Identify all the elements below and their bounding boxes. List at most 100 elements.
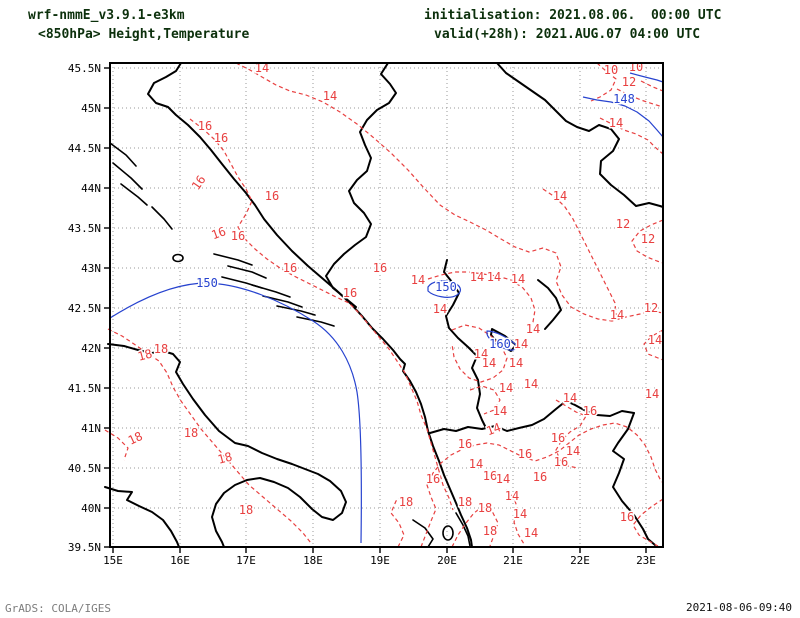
graticule xyxy=(110,63,663,547)
model-title: wrf-nmmE_v3.9.1-e3km xyxy=(28,8,185,23)
temperature-label: 18 xyxy=(216,450,234,467)
island-corfu xyxy=(442,525,454,541)
island xyxy=(172,253,184,263)
temperature-label: 18 xyxy=(136,347,154,364)
temperature-label: 14 xyxy=(524,377,538,391)
temperature-label: 16 xyxy=(551,431,565,445)
island xyxy=(227,265,267,279)
field-subtitle: <850hPa> Height,Temperature xyxy=(38,27,250,42)
temperature-label: 16 xyxy=(214,131,228,145)
temperature-label: 16 xyxy=(343,286,357,300)
grads-signature: GrADS: COLA/IGES xyxy=(5,602,111,615)
height-label: 150 xyxy=(196,276,218,290)
border-croatia-bosnia xyxy=(325,62,397,308)
lon-label: 20E xyxy=(437,554,457,567)
lon-label: 23E xyxy=(636,554,656,567)
temperature-label: 18 xyxy=(483,524,497,538)
temperature-label: 14 xyxy=(524,526,538,540)
lon-label: 18E xyxy=(303,554,323,567)
coastline-italy-west xyxy=(104,486,180,548)
lon-label: 16E xyxy=(170,554,190,567)
isotherm-14-south-b xyxy=(505,489,525,545)
lat-label: 44N xyxy=(81,182,101,195)
temperature-contours xyxy=(104,62,664,548)
lat-label: 41N xyxy=(81,422,101,435)
temperature-label: 18 xyxy=(399,495,413,509)
temperature-label: 14 xyxy=(648,333,662,347)
lat-label: 42.5N xyxy=(68,302,101,315)
lon-label: 19E xyxy=(370,554,390,567)
temperature-label: 18 xyxy=(239,503,253,517)
isotherm-18-south-a xyxy=(451,506,499,548)
lat-label: 43N xyxy=(81,262,101,275)
lat-label: 40N xyxy=(81,502,101,515)
temperature-label: 16 xyxy=(518,447,532,461)
temperature-label: 14 xyxy=(482,356,496,370)
lat-label: 45N xyxy=(81,102,101,115)
temperature-label: 14 xyxy=(487,270,501,284)
temperature-label: 18 xyxy=(126,429,145,448)
temperature-label: 14 xyxy=(526,322,540,336)
isotherm-12-east2 xyxy=(643,329,664,361)
island xyxy=(251,284,291,298)
temperature-label: 14 xyxy=(470,270,484,284)
temperature-label: 16 xyxy=(533,470,547,484)
temperature-label: 14 xyxy=(509,356,523,370)
map-frame xyxy=(109,62,664,548)
temperature-label: 16 xyxy=(231,229,245,243)
isotherm-14-center-b xyxy=(451,324,508,383)
lat-label: 43.5N xyxy=(68,222,101,235)
temperature-label: 16 xyxy=(265,189,279,203)
temperature-label: 14 xyxy=(484,420,502,438)
lat-label: 45.5N xyxy=(68,62,101,75)
temperature-label: 16 xyxy=(554,455,568,469)
temperature-label: 18 xyxy=(458,495,472,509)
temperature-label: 12 xyxy=(622,75,636,89)
isotherm-16-se xyxy=(632,498,664,547)
temperature-label: 12 xyxy=(641,232,655,246)
height-label: 150 xyxy=(435,280,457,294)
lon-label: 21E xyxy=(503,554,523,567)
lat-label: 42N xyxy=(81,342,101,355)
temperature-label: 16 xyxy=(198,119,212,133)
temperature-label: 14 xyxy=(469,457,483,471)
island xyxy=(276,305,316,316)
temperature-label: 16 xyxy=(283,261,297,275)
border-greece xyxy=(429,400,635,434)
temperature-label: 14 xyxy=(514,337,528,351)
coast-ionian xyxy=(412,519,434,548)
lon-label: 22E xyxy=(570,554,590,567)
isoheight-150-loop xyxy=(427,280,462,298)
temperature-label: 16 xyxy=(483,469,497,483)
isotherm-18-b xyxy=(104,429,129,461)
island xyxy=(109,142,137,167)
isotherm-14 xyxy=(235,62,664,322)
isotherm-18-italy xyxy=(107,328,312,544)
lat-label: 40.5N xyxy=(68,462,101,475)
valid-time: valid(+28h): 2021.AUG.07 04:00 UTC xyxy=(434,27,701,42)
temperature-label: 14 xyxy=(411,273,425,287)
temperature-label: 16 xyxy=(373,261,387,275)
temperature-label: 16 xyxy=(209,224,227,242)
isotherm-16-south xyxy=(420,422,664,548)
temperature-label: 18 xyxy=(478,501,492,515)
island xyxy=(120,183,148,206)
isotherm-14-center-a xyxy=(427,271,536,333)
isoheight-148-b xyxy=(582,96,664,138)
isotherm-10-ne xyxy=(640,80,664,92)
isotherm-12-ne2 xyxy=(616,88,664,108)
temperature-label: 14 xyxy=(493,404,507,418)
temperature-label: 14 xyxy=(645,387,659,401)
temperature-label: 14 xyxy=(499,381,513,395)
temperature-label: 14 xyxy=(610,308,624,322)
temperature-label: 14 xyxy=(474,347,488,361)
isotherm-16-coast xyxy=(189,118,454,511)
temperature-label: 14 xyxy=(553,189,567,203)
temperature-label: 18 xyxy=(154,342,168,356)
isotherm-14-ne xyxy=(599,117,664,155)
temperature-label: 14 xyxy=(496,472,510,486)
height-label: 148 xyxy=(613,92,635,106)
